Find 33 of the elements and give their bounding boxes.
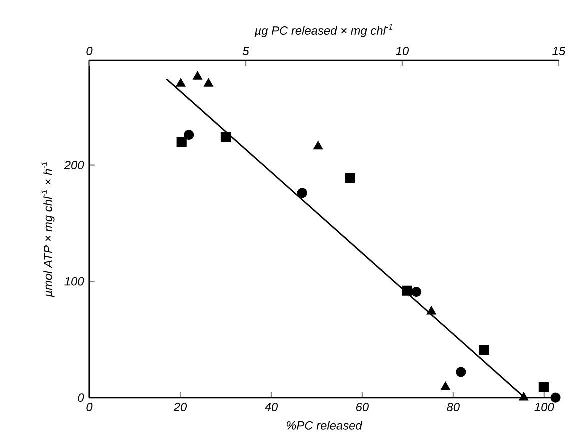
x-tick-label: 100 — [534, 403, 554, 412]
point — [204, 79, 214, 88]
point — [345, 173, 356, 184]
point — [479, 345, 490, 356]
x-tick-label: 40 — [264, 403, 278, 412]
x2-tick-label: 5 — [242, 47, 250, 56]
x-tick-label: 0 — [86, 403, 93, 412]
point — [402, 286, 413, 296]
point — [427, 306, 436, 315]
point — [519, 392, 528, 401]
y-tick-label: 200 — [64, 161, 84, 170]
y-axis-title: µmol ATP × mg chl$^{-1}$ × h$^{-1}$ — [42, 162, 55, 298]
point — [220, 132, 232, 143]
point — [456, 367, 466, 378]
x-tick-label: 60 — [356, 403, 369, 412]
x-tick-label: 80 — [447, 403, 460, 412]
point — [538, 382, 549, 393]
y-tick-label: 0 — [78, 394, 84, 402]
x2-tick-label: 10 — [396, 47, 409, 56]
point — [412, 287, 422, 298]
x-tick-label: 20 — [174, 403, 188, 412]
x2-axis-title: µg PC released × mg chl$^{-1}$ — [254, 24, 392, 38]
y-tick-label: 100 — [64, 278, 84, 286]
x2-tick-label: 15 — [552, 47, 566, 56]
point — [297, 188, 308, 198]
point — [193, 72, 202, 80]
point — [176, 137, 187, 148]
x2-tick-label: 0 — [86, 47, 93, 56]
point — [184, 130, 194, 140]
point — [314, 142, 323, 150]
point — [176, 79, 186, 88]
point — [441, 382, 450, 390]
x-axis-title: %PC released — [286, 421, 363, 430]
